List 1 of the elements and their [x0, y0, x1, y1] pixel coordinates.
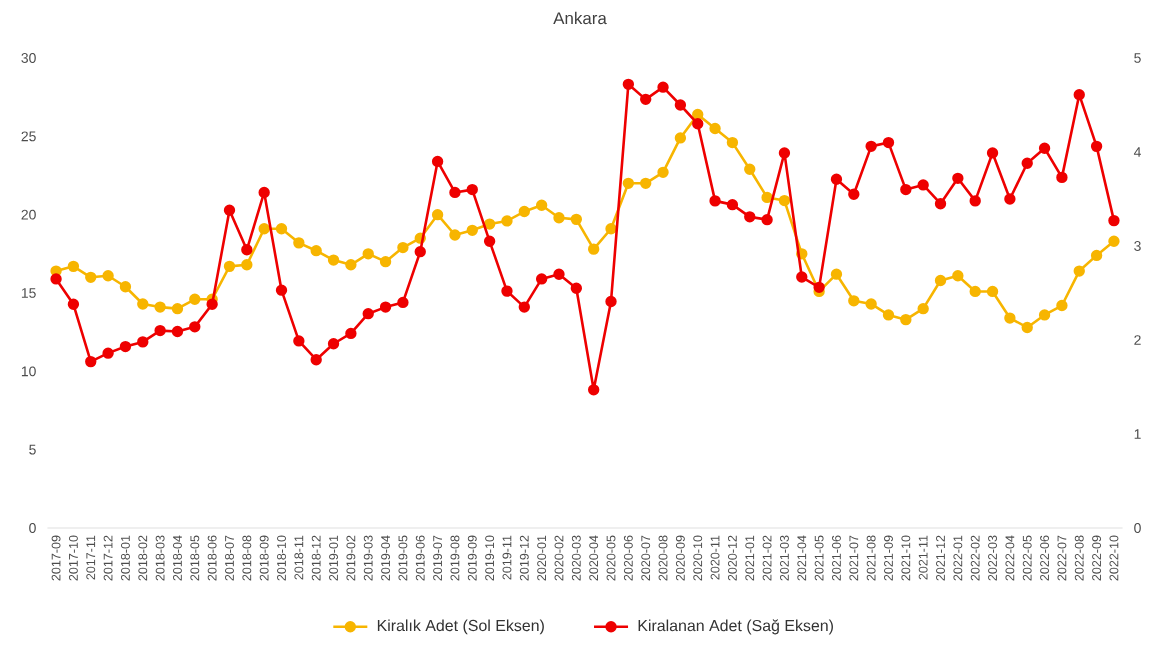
- chart-title: Ankara: [553, 11, 607, 25]
